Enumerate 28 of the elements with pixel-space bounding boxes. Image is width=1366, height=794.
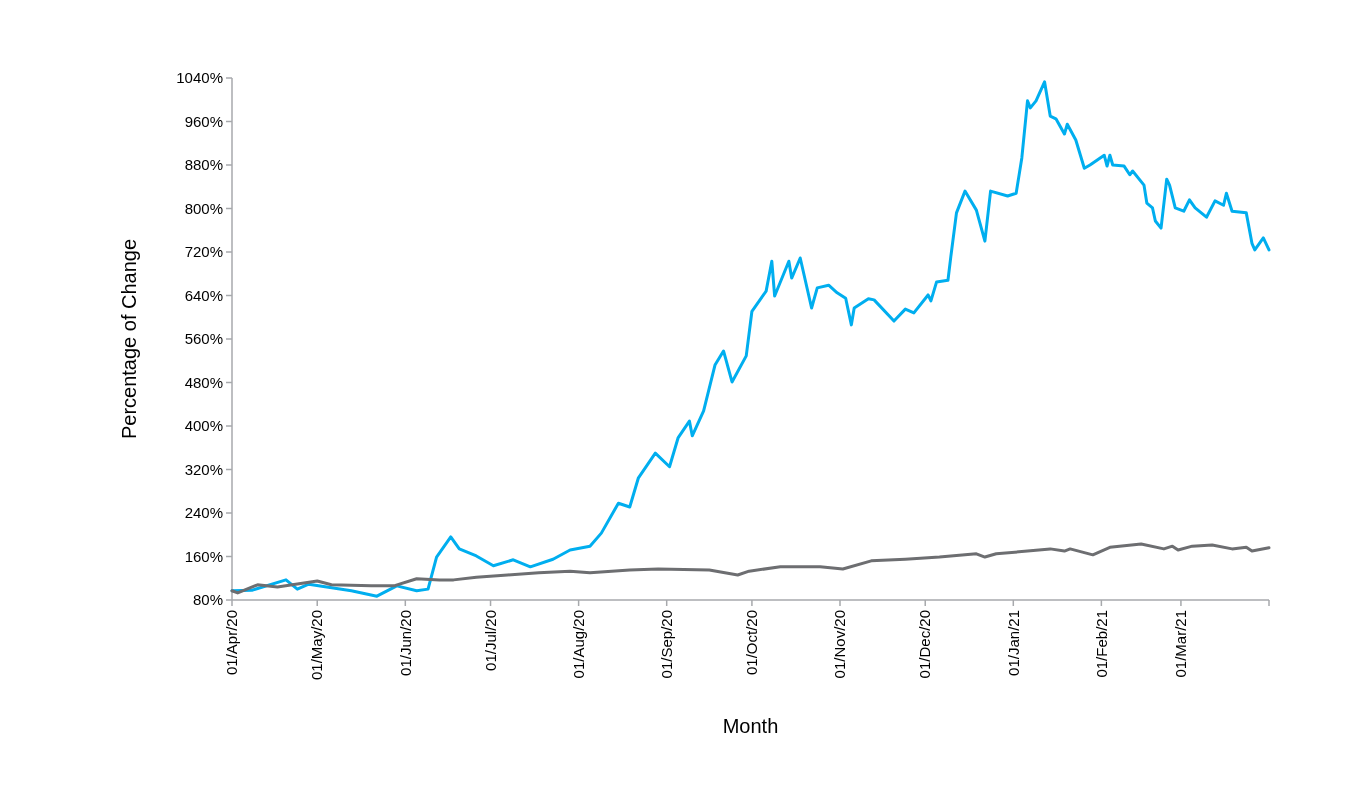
x-tick-label: 01/Feb/21 — [1092, 610, 1110, 678]
y-tick-label: 880% — [184, 156, 223, 174]
y-tick-label: 160% — [184, 547, 223, 565]
y-tick-label: 240% — [184, 504, 223, 522]
x-tick-label: 01/Nov/20 — [831, 610, 849, 679]
y-tick-label: 480% — [184, 373, 223, 391]
line-series — [230, 542, 1271, 595]
x-tick-label: 01/Mar/21 — [1172, 610, 1190, 678]
x-tick-label: 01/Sep/20 — [657, 610, 675, 679]
x-tick-label: 01/Aug/20 — [569, 610, 587, 679]
x-tick-label: 01/Dec/20 — [916, 610, 934, 679]
y-tick-label: 320% — [184, 460, 223, 478]
y-tick-label: 560% — [184, 330, 223, 348]
y-tick-label: 80% — [192, 591, 223, 609]
x-tick-label: 01/Jun/20 — [396, 610, 414, 676]
y-tick-label: 640% — [184, 286, 223, 304]
x-tick-label: 01/Jul/20 — [481, 610, 499, 671]
y-tick-label: 1040% — [176, 69, 223, 87]
y-axis-title: Percentage of Change — [118, 238, 140, 440]
y-tick-label: 720% — [184, 243, 223, 261]
y-tick-label: 800% — [184, 199, 223, 217]
y-tick-label: 400% — [184, 417, 223, 435]
x-tick-label: 01/May/20 — [308, 610, 326, 681]
y-tick-label: 960% — [184, 112, 223, 130]
x-tick-label: 01/Apr/20 — [223, 610, 241, 676]
x-tick-label: 01/Jan/21 — [1004, 610, 1022, 676]
x-axis-title: Month — [722, 715, 779, 737]
x-tick-label: 01/Oct/20 — [743, 610, 761, 676]
